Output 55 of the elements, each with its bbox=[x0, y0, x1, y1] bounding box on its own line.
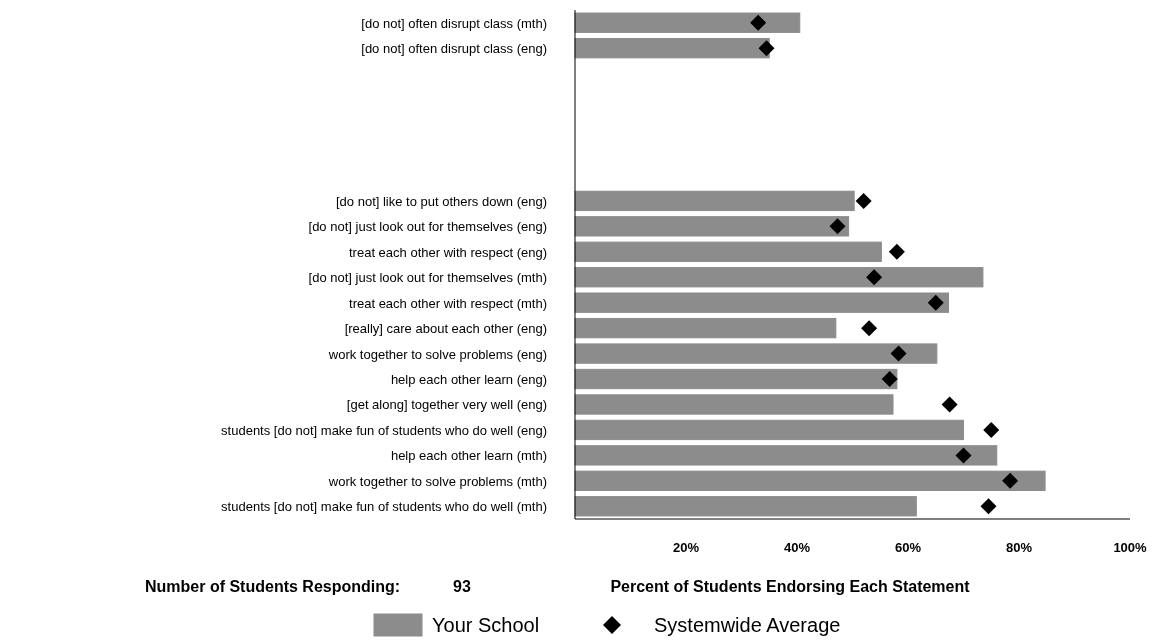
bar bbox=[574, 343, 938, 364]
bar bbox=[574, 394, 894, 415]
bar bbox=[574, 190, 855, 212]
point bbox=[829, 218, 846, 235]
x-tick-label: 40% bbox=[783, 540, 811, 555]
y-tick-label: work together to solve problems (mth) bbox=[327, 473, 547, 489]
point bbox=[758, 40, 775, 57]
text: 93 bbox=[453, 578, 471, 595]
bar bbox=[574, 267, 984, 288]
bar bbox=[574, 445, 998, 466]
y-tick-label: [do not] often disrupt class (mth) bbox=[361, 15, 547, 31]
point bbox=[866, 269, 883, 286]
point bbox=[861, 320, 878, 337]
y-tick-label: [do not] like to put others down (eng) bbox=[335, 193, 547, 209]
bar bbox=[574, 216, 850, 237]
bar bbox=[574, 317, 837, 339]
legend-label: Systemwide Average bbox=[654, 614, 841, 636]
x-tick-label: 60% bbox=[894, 540, 922, 555]
y-tick-label: [really] care about each other (eng) bbox=[344, 321, 547, 337]
point bbox=[888, 243, 905, 260]
y-tick-label: treat each other with respect (eng) bbox=[349, 244, 547, 260]
bar bbox=[574, 292, 950, 313]
point bbox=[980, 498, 997, 515]
text: Number of Students Responding: bbox=[145, 578, 401, 595]
point bbox=[855, 192, 872, 209]
x-tick-label: 80% bbox=[1005, 540, 1033, 555]
bar bbox=[574, 12, 801, 33]
bar bbox=[574, 241, 882, 262]
bar bbox=[574, 496, 917, 517]
y-tick-label: [get along] together very well (eng) bbox=[346, 397, 547, 413]
y-tick-label: [do not] often disrupt class (eng) bbox=[361, 41, 547, 57]
y-tick-label: students [do not] make fun of students who do well (mth) bbox=[221, 499, 547, 515]
x-tick-label: 100% bbox=[1113, 540, 1148, 555]
x-tick-label: 20% bbox=[672, 540, 700, 555]
y-tick-label: students [do not] make fun of students who do well (eng) bbox=[221, 422, 547, 438]
y-tick-label: work together to solve problems (eng) bbox=[327, 346, 547, 362]
y-tick-label: [do not] just look out for themselves (eng) bbox=[308, 219, 547, 235]
bar bbox=[574, 419, 964, 441]
legend-label: Your School bbox=[432, 614, 540, 636]
point bbox=[983, 421, 1000, 438]
bar bbox=[574, 368, 898, 390]
point bbox=[955, 447, 972, 464]
point bbox=[890, 345, 907, 362]
y-tick-label: treat each other with respect (mth) bbox=[349, 295, 547, 311]
y-tick-label: [do not] just look out for themselves (mth) bbox=[308, 270, 547, 286]
bar bbox=[574, 38, 770, 59]
point bbox=[750, 14, 767, 31]
y-tick-label: help each other learn (mth) bbox=[390, 448, 547, 464]
x-axis-title: Percent of Students Endorsing Each Statement bbox=[610, 578, 971, 595]
point bbox=[1002, 472, 1019, 489]
point bbox=[941, 396, 958, 413]
point bbox=[927, 294, 944, 311]
bar bbox=[574, 470, 1046, 491]
point bbox=[881, 371, 898, 388]
y-tick-label: help each other learn (eng) bbox=[390, 372, 547, 388]
